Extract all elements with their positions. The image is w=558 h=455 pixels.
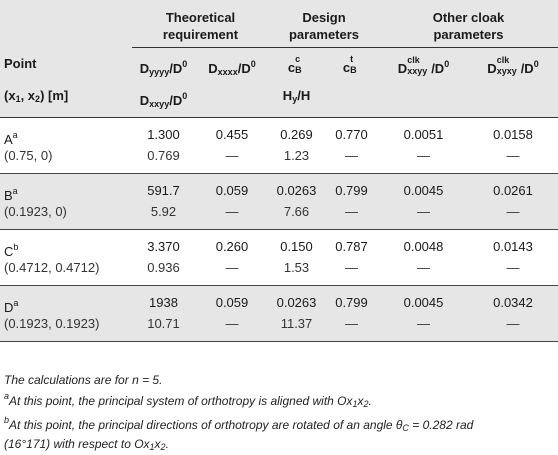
table-row: (0.4712, 0.4712) 0.936 — 1.53 — — — — [0, 260, 558, 286]
table-row: Ba 591.7 0.059 0.0263 0.799 0.0045 0.026… — [0, 173, 558, 204]
point-coords: (0.4712, 0.4712) — [0, 260, 132, 286]
footnote-b: bAt this point, the principal directions… — [4, 415, 474, 433]
results-table-container: Theoretical requirement Design parameter… — [0, 0, 558, 342]
hy-column-header: Hy/H — [269, 80, 324, 118]
table-row: (0.1923, 0) 5.92 — 7.66 — — — — [0, 204, 558, 230]
d-xxyy-column-header: Dxxyy/D0 — [132, 80, 195, 118]
group-design-header: Design parameters — [269, 0, 379, 48]
point-column-header: Point — [4, 55, 37, 71]
header-group-row: Theoretical requirement Design parameter… — [0, 0, 558, 48]
d-yyyy-column-header: Dyyyy/D0 — [139, 59, 188, 77]
point-label: Cb — [4, 242, 19, 259]
group-theoretical-header: Theoretical requirement — [132, 0, 269, 48]
table-footnotes: The calculations are for n = 5. aAt this… — [4, 372, 556, 455]
results-table: Theoretical requirement Design parameter… — [0, 0, 558, 342]
footnote-b-continued: (16°171) with respect to Ox1x2. — [4, 437, 169, 452]
group-other-header: Other cloak parameters — [379, 0, 558, 48]
coords-column-header: (x1, x2) [m] — [0, 80, 132, 118]
point-coords: (0.1923, 0.1923) — [0, 316, 132, 342]
table-row: Aa 1.300 0.455 0.269 0.770 0.0051 0.0158 — [0, 118, 558, 149]
table-row: (0.1923, 0.1923) 10.71 — 11.37 — — — — [0, 316, 558, 342]
table-row: Da 1938 0.059 0.0263 0.799 0.0045 0.0342 — [0, 285, 558, 316]
table-row: Cb 3.370 0.260 0.150 0.787 0.0048 0.0143 — [0, 230, 558, 261]
footnote-a: aAt this point, the principal system of … — [4, 391, 372, 409]
table-row: (0.75, 0) 0.769 — 1.23 — — — — [0, 148, 558, 174]
point-label: Ba — [4, 186, 18, 203]
point-coords: (0.75, 0) — [0, 148, 132, 174]
point-label: Aa — [4, 130, 18, 147]
header-secondary-row: (x1, x2) [m] Dxxyy/D0 Hy/H — [0, 80, 558, 118]
point-coords: (0.1923, 0) — [0, 204, 132, 230]
footnote-calculation: The calculations are for n = 5. — [4, 373, 163, 387]
point-label: Da — [4, 298, 19, 315]
d-xxxx-column-header: Dxxxx/D0 — [208, 59, 256, 77]
